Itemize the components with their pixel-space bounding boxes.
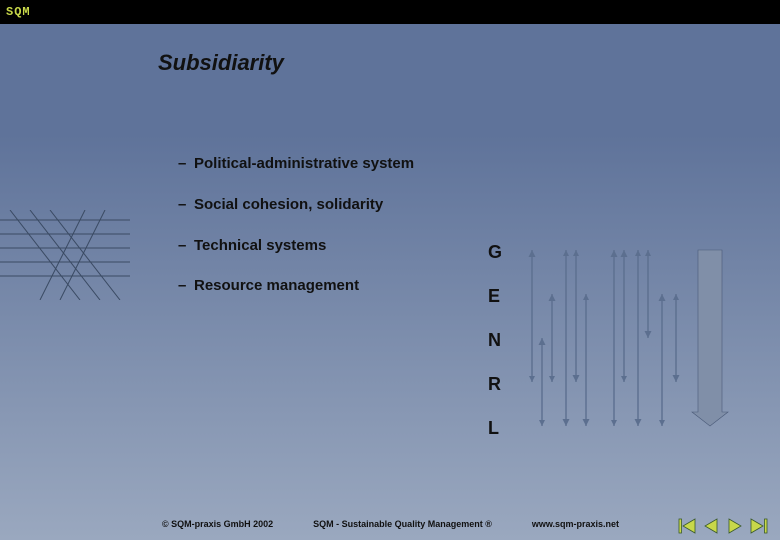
- nav-next-button[interactable]: [724, 516, 746, 536]
- footer-copyright: © SQM-praxis GmbH 2002: [162, 519, 273, 529]
- level-label: R: [488, 374, 502, 418]
- footer-url: www.sqm-praxis.net: [532, 519, 619, 529]
- top-bar: SQM: [0, 0, 780, 24]
- footer-subtitle: SQM - Sustainable Quality Management ®: [313, 519, 492, 529]
- bullet-item: Political-administrative system: [178, 155, 478, 174]
- decorative-grid-lines: [0, 210, 130, 300]
- level-label: E: [488, 286, 502, 330]
- level-label: N: [488, 330, 502, 374]
- nav-prev-button[interactable]: [700, 516, 722, 536]
- bullet-list: Political-administrative system Social c…: [178, 155, 478, 318]
- bullet-item: Technical systems: [178, 237, 478, 256]
- sqm-logo: SQM: [6, 5, 31, 19]
- nav-first-button[interactable]: [676, 516, 698, 536]
- nav-last-button[interactable]: [748, 516, 770, 536]
- nav-controls: [676, 516, 770, 536]
- level-label: G: [488, 242, 502, 286]
- slide-footer: © SQM-praxis GmbH 2002 SQM - Sustainable…: [0, 508, 780, 540]
- level-labels: G E N R L: [488, 242, 502, 462]
- last-icon: [749, 517, 769, 535]
- level-label: L: [488, 418, 502, 462]
- bullet-item: Social cohesion, solidarity: [178, 196, 478, 215]
- arrow-diagram: [520, 232, 750, 457]
- prev-icon: [701, 517, 721, 535]
- bullet-item: Resource management: [178, 277, 478, 296]
- next-icon: [725, 517, 745, 535]
- slide-title: Subsidiarity: [158, 50, 284, 76]
- slide: SQM Subsidiarity Political-administrativ…: [0, 0, 780, 540]
- first-icon: [677, 517, 697, 535]
